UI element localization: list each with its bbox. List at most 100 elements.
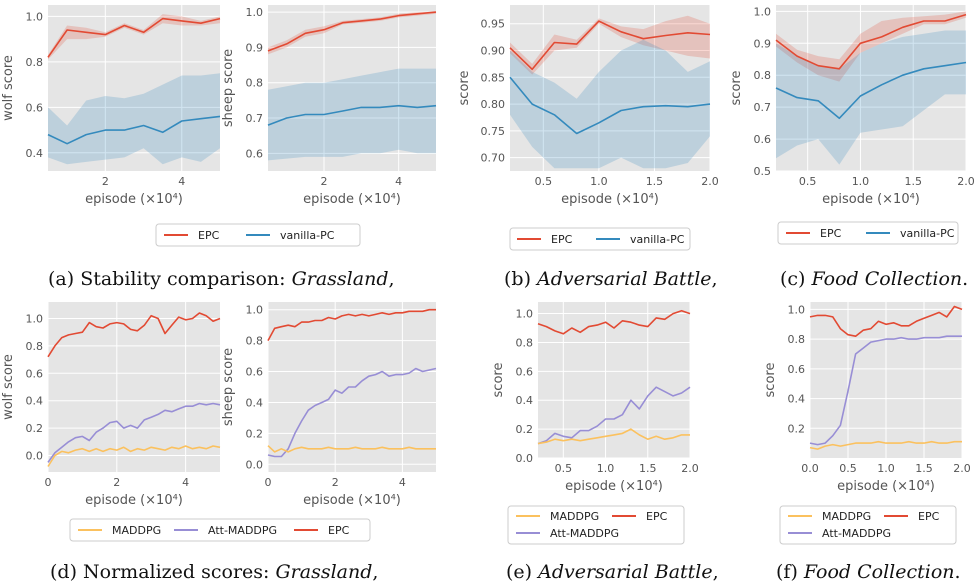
chart-a1: 0.4 0.6 0.8 1.0 2 4 episode (×10⁴) wolf score <box>1 5 221 207</box>
series-line-MADDPG <box>537 428 690 445</box>
y-axis-label: wolf score <box>1 354 16 420</box>
y-axis-label: score <box>729 71 744 106</box>
y-tick-label: 0.6 <box>246 366 264 379</box>
y-tick-label: 0.4 <box>26 395 44 408</box>
x-tick-label: 2 <box>113 476 120 489</box>
legend-frame <box>779 505 957 545</box>
x-tick-label: 0 <box>265 476 272 489</box>
y-tick-label: 0.4 <box>516 394 534 407</box>
y-axis-label: score <box>763 363 778 398</box>
legend-a: EPC vanilla-PC <box>155 223 361 247</box>
x-tick-label: 0.5 <box>535 175 553 188</box>
plot-background <box>48 302 220 472</box>
legend-b: EPC vanilla-PC <box>509 227 691 251</box>
legend-label: MADDPG <box>822 510 871 523</box>
series-band-EPC <box>776 11 966 82</box>
x-tick-label: 2 <box>321 175 328 188</box>
series-band-EPC <box>268 12 436 55</box>
y-tick-label: 0.95 <box>481 18 506 31</box>
series-band-vanilla-PC <box>48 73 220 165</box>
series-line-EPC <box>267 11 437 52</box>
series-line-Att-MADDPG <box>47 402 221 463</box>
y-axis-label: score <box>457 71 472 106</box>
series-line-EPC <box>809 305 963 338</box>
x-tick-label: 4 <box>178 175 185 188</box>
x-tick-label: 4 <box>395 175 402 188</box>
y-tick-label: 0.2 <box>26 422 44 435</box>
y-tick-label: 0.7 <box>246 112 264 125</box>
series-line-EPC <box>775 13 967 70</box>
y-tick-label: 0.4 <box>246 396 264 409</box>
x-tick-label: 2 <box>102 175 109 188</box>
y-tick-label: 1.0 <box>246 6 264 19</box>
series-band-vanilla-PC <box>510 39 710 169</box>
legend-e: MADDPG EPC Att-MADDPG <box>507 505 685 545</box>
legend-label: EPC <box>646 510 668 523</box>
legend-label: Att-MADDPG <box>208 524 277 537</box>
series-band-EPC <box>48 14 220 60</box>
chart-f: 0.2 0.4 0.6 0.8 1.0 0.0 0.5 1.0 1.5 2.0 episode (×… <box>763 302 971 494</box>
series-line-EPC <box>47 312 221 358</box>
y-tick-label: 0.7 <box>754 101 772 114</box>
y-tick-label: 0.2 <box>516 423 534 436</box>
y-axis-label: sheep score <box>221 348 236 426</box>
series-line-EPC <box>537 309 691 335</box>
caption-a: (a) Stability comparison: Grassland, <box>48 268 395 290</box>
y-tick-label: 0.80 <box>481 98 506 111</box>
x-tick-label: 1.5 <box>915 462 933 475</box>
x-axis-label: episode (×10⁴) <box>303 493 401 508</box>
y-axis-label: sheep score <box>221 49 236 127</box>
x-axis-label: episode (×10⁴) <box>303 192 401 207</box>
y-tick-label: 0.8 <box>754 69 772 82</box>
series-line-MADDPG <box>47 445 221 467</box>
x-tick-label: 1.0 <box>597 462 615 475</box>
y-tick-label: 0.2 <box>788 422 806 435</box>
legend-label: EPC <box>820 227 842 240</box>
y-tick-label: 0.8 <box>26 340 44 353</box>
caption-e: (e) Adversarial Battle, <box>506 561 719 583</box>
y-tick-label: 0.4 <box>788 393 806 406</box>
chart-e: 0.0 0.2 0.4 0.6 0.8 1.0 0.5 1.0 1.5 2.0 episode (×… <box>491 302 699 494</box>
x-tick-label: 2.0 <box>681 462 699 475</box>
y-tick-label: 1.0 <box>516 308 534 321</box>
y-tick-label: 0.6 <box>788 363 806 376</box>
series-line-MADDPG <box>267 445 436 453</box>
chart-d1: 0.0 0.2 0.4 0.6 0.8 1.0 0 2 4 episode (×10⁴) wolf … <box>1 302 221 508</box>
legend-f: MADDPG EPC Att-MADDPG <box>779 505 957 545</box>
x-tick-label: 0.5 <box>799 175 817 188</box>
y-tick-label: 0.8 <box>26 56 44 69</box>
x-tick-label: 4 <box>182 476 189 489</box>
y-tick-label: 0.6 <box>516 365 534 378</box>
legend-label: vanilla-PC <box>900 227 955 240</box>
x-tick-label: 2 <box>332 476 339 489</box>
x-tick-label: 2.0 <box>957 175 975 188</box>
y-tick-label: 0.0 <box>26 450 44 463</box>
series-band-vanilla-PC <box>268 68 436 161</box>
x-tick-label: 1.0 <box>590 175 608 188</box>
y-tick-label: 0.6 <box>246 147 264 160</box>
x-tick-label: 1.0 <box>877 462 895 475</box>
y-tick-label: 0.75 <box>481 125 506 138</box>
legend-label: vanilla-PC <box>630 233 685 246</box>
series-line-vanilla-PC <box>509 76 711 135</box>
x-tick-label: 2.0 <box>953 462 971 475</box>
y-tick-label: 0.9 <box>754 37 772 50</box>
legend-c: EPC vanilla-PC <box>777 221 959 245</box>
series-band-vanilla-PC <box>776 30 966 165</box>
series-line-Att-MADDPG <box>537 386 691 445</box>
x-tick-label: 1.5 <box>646 175 664 188</box>
legend-label: Att-MADDPG <box>822 527 891 540</box>
x-axis-label: episode (×10⁴) <box>85 192 183 207</box>
y-tick-label: 0.8 <box>246 77 264 90</box>
y-axis-label: score <box>491 363 506 398</box>
legend-frame <box>507 505 685 545</box>
legend-label: EPC <box>918 510 940 523</box>
chart-a2: 0.6 0.7 0.8 0.9 1.0 2 4 episode (×10⁴) sheep sco… <box>221 5 437 207</box>
legend-label: Att-MADDPG <box>550 527 619 540</box>
series-line-vanilla-PC <box>775 61 967 120</box>
legend-label: vanilla-PC <box>280 229 335 242</box>
x-axis-label: episode (×10⁴) <box>565 479 663 494</box>
x-tick-label: 0.0 <box>801 462 819 475</box>
x-axis-label: episode (×10⁴) <box>822 192 920 207</box>
x-axis-label: episode (×10⁴) <box>561 192 659 207</box>
